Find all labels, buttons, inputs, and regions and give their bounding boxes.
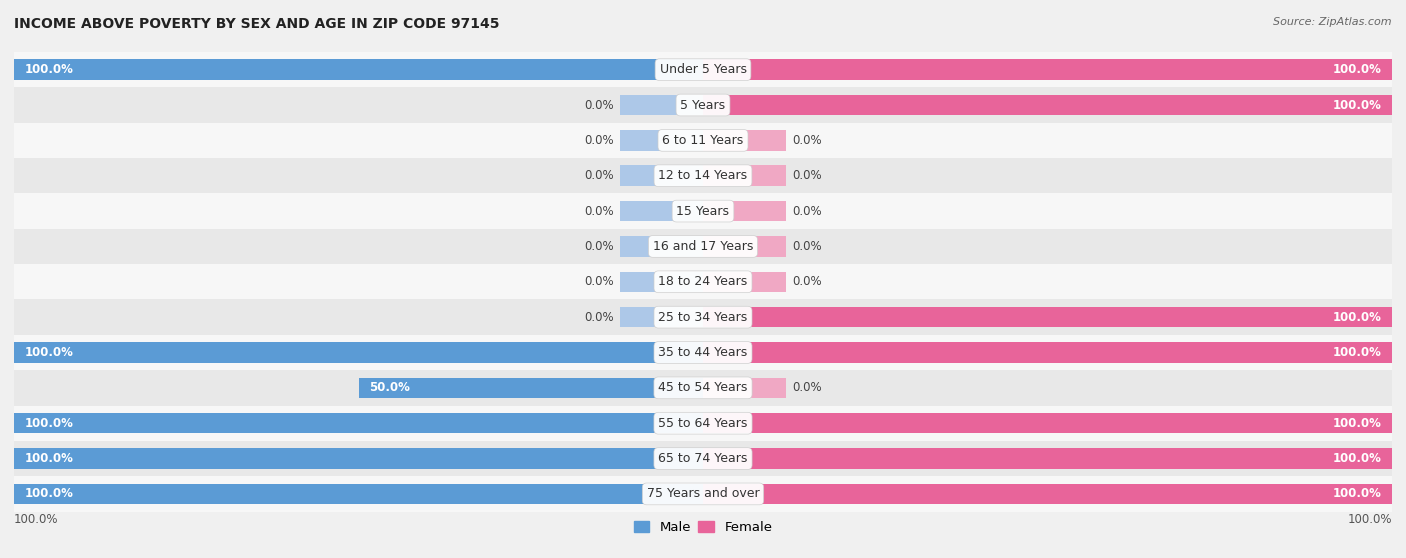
Bar (620, 166, 703, 186)
Bar (14, 484, 703, 504)
Text: 100.0%: 100.0% (24, 452, 73, 465)
Legend: Male, Female: Male, Female (628, 516, 778, 539)
Bar (14, 300, 1392, 335)
Bar (703, 448, 1392, 469)
Text: 0.0%: 0.0% (793, 275, 823, 288)
Bar (703, 484, 1392, 504)
Bar (14, 52, 1392, 88)
Bar (703, 95, 1392, 116)
Text: Source: ZipAtlas.com: Source: ZipAtlas.com (1274, 17, 1392, 27)
Text: 0.0%: 0.0% (583, 169, 613, 182)
Bar (703, 59, 1392, 80)
Bar (703, 378, 786, 398)
Text: 75 Years and over: 75 Years and over (647, 488, 759, 501)
Text: 25 to 34 Years: 25 to 34 Years (658, 311, 748, 324)
Bar (703, 413, 1392, 434)
Bar (14, 342, 703, 363)
Text: 18 to 24 Years: 18 to 24 Years (658, 275, 748, 288)
Text: 100.0%: 100.0% (1333, 488, 1382, 501)
Text: 100.0%: 100.0% (1347, 513, 1392, 526)
Bar (14, 229, 1392, 264)
Text: 6 to 11 Years: 6 to 11 Years (662, 134, 744, 147)
Bar (703, 201, 786, 222)
Text: 55 to 64 Years: 55 to 64 Years (658, 417, 748, 430)
Text: Under 5 Years: Under 5 Years (659, 63, 747, 76)
Text: 100.0%: 100.0% (24, 417, 73, 430)
Text: 0.0%: 0.0% (793, 169, 823, 182)
Bar (703, 307, 1392, 328)
Text: 0.0%: 0.0% (583, 205, 613, 218)
Bar (14, 88, 1392, 123)
Text: 15 Years: 15 Years (676, 205, 730, 218)
Bar (620, 236, 703, 257)
Bar (14, 476, 1392, 512)
Bar (703, 272, 786, 292)
Bar (14, 158, 1392, 194)
Text: 100.0%: 100.0% (1333, 63, 1382, 76)
Text: 45 to 54 Years: 45 to 54 Years (658, 381, 748, 395)
Text: 65 to 74 Years: 65 to 74 Years (658, 452, 748, 465)
Bar (14, 264, 1392, 300)
Bar (703, 166, 786, 186)
Text: 100.0%: 100.0% (1333, 417, 1382, 430)
Bar (14, 123, 1392, 158)
Text: 0.0%: 0.0% (583, 134, 613, 147)
Text: 35 to 44 Years: 35 to 44 Years (658, 346, 748, 359)
Bar (14, 406, 1392, 441)
Text: 100.0%: 100.0% (1333, 311, 1382, 324)
Text: 100.0%: 100.0% (14, 513, 59, 526)
Text: 0.0%: 0.0% (583, 99, 613, 112)
Bar (359, 378, 703, 398)
Bar (14, 441, 1392, 476)
Bar (14, 59, 703, 80)
Text: 0.0%: 0.0% (583, 311, 613, 324)
Text: 12 to 14 Years: 12 to 14 Years (658, 169, 748, 182)
Bar (620, 201, 703, 222)
Text: 0.0%: 0.0% (793, 134, 823, 147)
Text: 100.0%: 100.0% (1333, 452, 1382, 465)
Text: 100.0%: 100.0% (1333, 99, 1382, 112)
Text: 100.0%: 100.0% (24, 63, 73, 76)
Bar (703, 342, 1392, 363)
Text: 100.0%: 100.0% (24, 488, 73, 501)
Bar (703, 130, 786, 151)
Bar (14, 413, 703, 434)
Text: 0.0%: 0.0% (583, 275, 613, 288)
Bar (620, 130, 703, 151)
Text: INCOME ABOVE POVERTY BY SEX AND AGE IN ZIP CODE 97145: INCOME ABOVE POVERTY BY SEX AND AGE IN Z… (14, 17, 499, 31)
Bar (14, 448, 703, 469)
Text: 0.0%: 0.0% (793, 205, 823, 218)
Text: 100.0%: 100.0% (24, 346, 73, 359)
Text: 100.0%: 100.0% (1333, 346, 1382, 359)
Text: 50.0%: 50.0% (368, 381, 409, 395)
Bar (620, 307, 703, 328)
Bar (620, 272, 703, 292)
Text: 5 Years: 5 Years (681, 99, 725, 112)
Text: 0.0%: 0.0% (793, 240, 823, 253)
Text: 0.0%: 0.0% (583, 240, 613, 253)
Bar (14, 194, 1392, 229)
Bar (14, 370, 1392, 406)
Text: 16 and 17 Years: 16 and 17 Years (652, 240, 754, 253)
Bar (703, 236, 786, 257)
Bar (14, 335, 1392, 370)
Bar (620, 95, 703, 116)
Text: 0.0%: 0.0% (793, 381, 823, 395)
